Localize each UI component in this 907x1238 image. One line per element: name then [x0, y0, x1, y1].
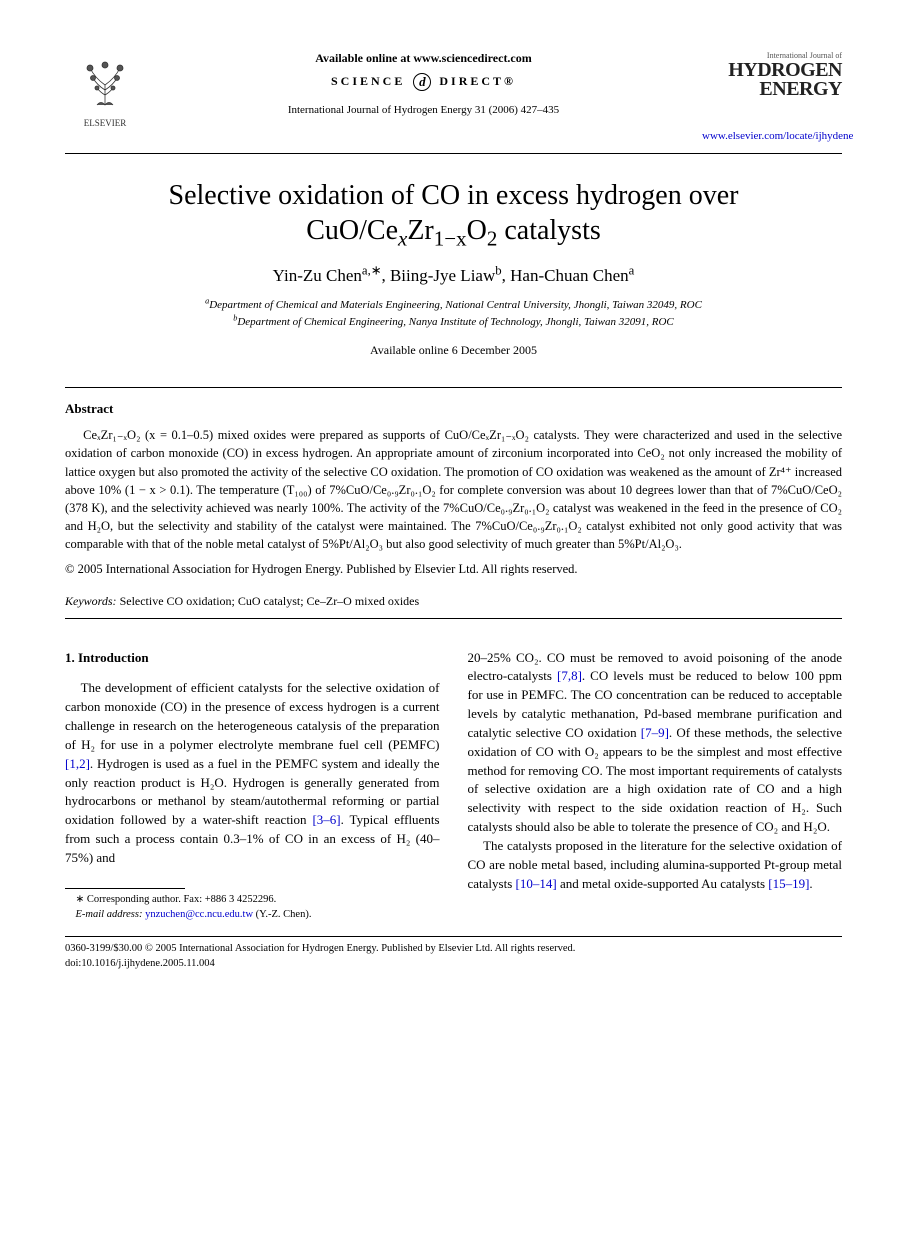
citation-link[interactable]: [7,8]	[557, 668, 582, 683]
affiliation-b: Department of Chemical Engineering, Nany…	[237, 316, 673, 328]
email-label: E-mail address:	[76, 909, 143, 920]
sd-right: DIRECT®	[439, 74, 516, 88]
elsevier-tree-icon	[75, 50, 135, 110]
citation-link[interactable]: [7–9]	[641, 725, 669, 740]
journal-reference: International Journal of Hydrogen Energy…	[165, 103, 682, 118]
sd-left: SCIENCE	[331, 74, 405, 88]
center-header: Available online at www.sciencedirect.co…	[145, 50, 702, 118]
author-1: Yin-Zu Chen	[273, 266, 362, 285]
journal-logo: International Journal of HYDROGEN ENERGY…	[702, 50, 842, 145]
keywords-text: Selective CO oxidation; CuO catalyst; Ce…	[117, 594, 420, 608]
column-right: 20–25% CO₂. CO must be removed to avoid …	[468, 649, 843, 923]
publisher-name: ELSEVIER	[65, 117, 145, 130]
intro-paragraph-1: The development of efficient catalysts f…	[65, 679, 440, 867]
abstract-top-divider	[65, 387, 842, 388]
doi: doi:10.1016/j.ijhydene.2005.11.004	[65, 957, 842, 972]
available-online-text: Available online at www.sciencedirect.co…	[165, 50, 682, 67]
science-direct-brand: SCIENCE d DIRECT®	[165, 73, 682, 91]
body-columns: 1. Introduction The development of effic…	[65, 649, 842, 923]
bottom-divider	[65, 936, 842, 937]
keywords-label: Keywords:	[65, 594, 117, 608]
intro-paragraph-2: The catalysts proposed in the literature…	[468, 837, 843, 894]
footnote-divider	[65, 888, 185, 889]
abstract-heading: Abstract	[65, 400, 842, 418]
email-link[interactable]: ynzuchen@cc.ncu.edu.tw	[142, 909, 253, 920]
intro-heading: 1. Introduction	[65, 649, 440, 668]
author-2: , Biing-Jye Liaw	[381, 266, 495, 285]
issn-copyright: 0360-3199/$30.00 © 2005 International As…	[65, 942, 842, 957]
abstract-copyright: © 2005 International Association for Hyd…	[65, 561, 842, 579]
affiliation-a: Department of Chemical and Materials Eng…	[209, 299, 702, 311]
citation-link[interactable]: [10–14]	[516, 876, 557, 891]
column-left: 1. Introduction The development of effic…	[65, 649, 440, 923]
abstract-body: CeₓZr₁₋ₓO₂ (x = 0.1–0.5) mixed oxides we…	[65, 426, 842, 553]
corresponding-author-footnote: ∗ Corresponding author. Fax: +886 3 4252…	[65, 893, 440, 908]
header-divider	[65, 153, 842, 154]
article-title: Selective oxidation of CO in excess hydr…	[65, 178, 842, 248]
keywords: Keywords: Selective CO oxidation; CuO ca…	[65, 593, 842, 610]
citation-link[interactable]: [3–6]	[312, 812, 340, 827]
citation-link[interactable]: [15–19]	[768, 876, 809, 891]
intro-paragraph-1-cont: 20–25% CO₂. CO must be removed to avoid …	[468, 649, 843, 837]
journal-url-link[interactable]: www.elsevier.com/locate/ijhydene	[702, 129, 842, 144]
affiliations: aDepartment of Chemical and Materials En…	[65, 297, 842, 330]
publisher-logo: ELSEVIER	[65, 50, 145, 129]
author-3: , Han-Chuan Chen	[502, 266, 629, 285]
header: ELSEVIER Available online at www.science…	[65, 50, 842, 145]
available-date: Available online 6 December 2005	[65, 342, 842, 359]
authors: Yin-Zu Chena,∗, Biing-Jye Liawb, Han-Chu…	[65, 264, 842, 288]
email-footnote: E-mail address: ynzuchen@cc.ncu.edu.tw (…	[65, 908, 440, 923]
sd-circle-icon: d	[413, 73, 431, 91]
abstract-bottom-divider	[65, 618, 842, 619]
citation-link[interactable]: [1,2]	[65, 756, 90, 771]
journal-brand-line2: ENERGY	[702, 80, 842, 99]
